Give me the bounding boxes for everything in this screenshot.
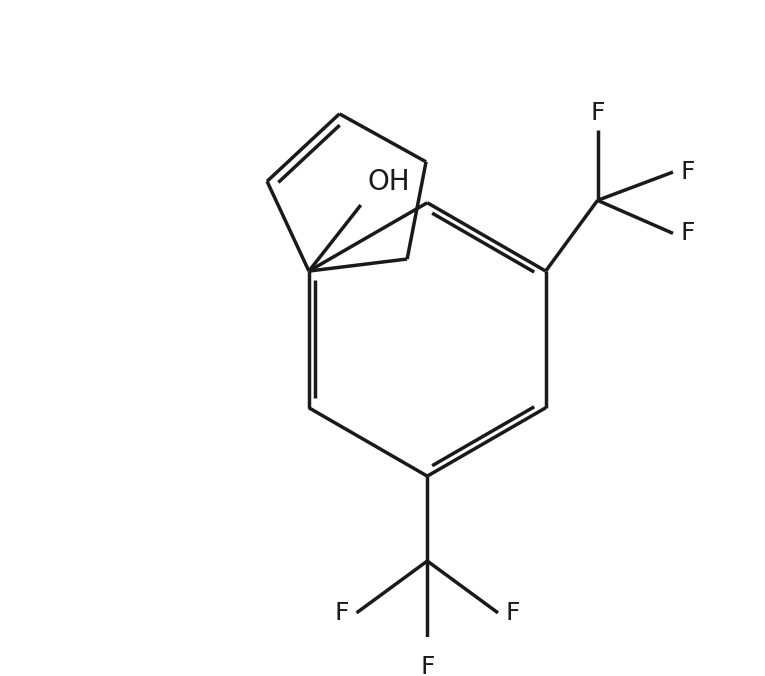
Text: F: F [506, 601, 520, 625]
Text: F: F [334, 601, 349, 625]
Text: F: F [681, 160, 695, 184]
Text: F: F [420, 655, 435, 676]
Text: F: F [591, 101, 605, 125]
Text: OH: OH [367, 168, 410, 195]
Text: F: F [681, 221, 695, 245]
